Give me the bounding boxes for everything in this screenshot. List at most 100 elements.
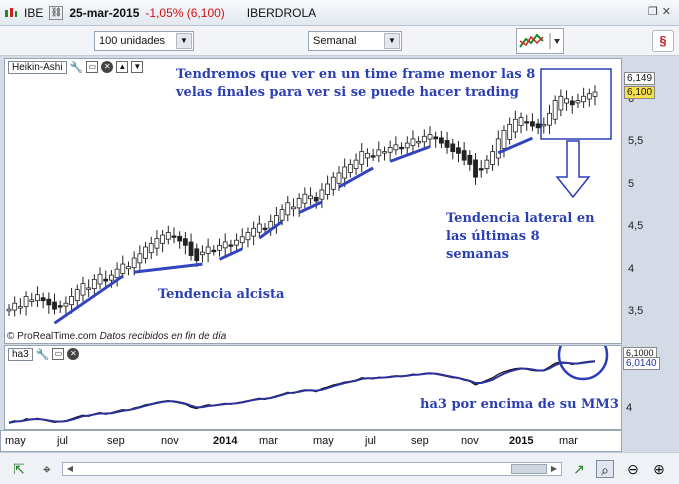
price-panel-header: Heikin-Ashi 🔧 ▭ ✕ ▲ ▼ (5, 59, 144, 75)
timeframe-value: Semanal (313, 35, 357, 47)
units-select[interactable]: 100 unidades ▼ (94, 31, 194, 51)
add-indicator-button[interactable] (516, 28, 564, 54)
move-down-icon[interactable]: ▼ (131, 61, 144, 73)
candle-body (382, 151, 387, 154)
candle-body (581, 95, 587, 103)
trend-line (338, 166, 374, 189)
instrument-name: IBERDROLA (246, 5, 317, 20)
price-panel[interactable]: Heikin-Ashi 🔧 ▭ ✕ ▲ ▼ © ProRealTime.com … (4, 58, 622, 344)
candle-body (507, 123, 513, 140)
candle-body (69, 296, 74, 306)
candle-body (165, 232, 171, 240)
x-axis-label: nov (161, 435, 179, 447)
candle-body (450, 143, 456, 153)
units-value: 100 unidades (99, 35, 166, 47)
candle-body (313, 196, 319, 202)
candle-body (484, 159, 490, 170)
wrench-icon[interactable]: 🔧 (69, 61, 84, 74)
candle-body (74, 289, 80, 301)
scroll-thumb[interactable] (511, 464, 547, 474)
zoom-fit-icon[interactable]: ⇱ (13, 461, 25, 477)
restore-icon[interactable]: ❐ (647, 6, 658, 18)
candle-body (6, 308, 12, 312)
candle-body (205, 246, 211, 254)
ha3-mm3-line (8, 360, 596, 424)
scrollbar[interactable]: ◀ ▶ (62, 462, 562, 476)
indicator-y-tick: 4 (626, 402, 633, 414)
cursor-icon[interactable]: ⌖ (43, 461, 51, 477)
close-icon[interactable]: ✕ (67, 348, 80, 360)
x-axis-label: nov (461, 435, 479, 447)
candle-body (456, 147, 461, 154)
candle-body (143, 246, 148, 259)
refresh-icon[interactable]: § (652, 30, 674, 52)
window-icon[interactable]: ▭ (52, 348, 65, 360)
timeframe-select[interactable]: Semanal ▼ (308, 31, 402, 51)
annotation-uptrend: Tendencia alcista (158, 287, 285, 302)
candle-body (461, 150, 467, 161)
data-note: Datos recibidos en fin de día (99, 331, 227, 342)
candle-body (336, 172, 342, 184)
candle-body (518, 117, 524, 126)
candle-body (478, 168, 484, 171)
zoom-in-icon[interactable]: ⊕ (653, 461, 665, 477)
move-up-icon[interactable]: ▲ (116, 61, 129, 73)
indicator-name[interactable]: Heikin-Ashi (8, 60, 67, 74)
candle-body (182, 238, 188, 246)
x-axis-label: sep (107, 435, 125, 447)
chart-type-icon[interactable] (4, 6, 18, 20)
x-axis-label: 2014 (213, 435, 238, 447)
window-icon[interactable]: ▭ (86, 61, 99, 73)
candle-body (148, 243, 154, 254)
candle-body (194, 248, 200, 262)
candle-body (40, 297, 46, 302)
candle-body (330, 176, 336, 190)
x-axis-label: 2015 (509, 435, 534, 447)
zoom-out-icon[interactable]: ⊖ (627, 461, 639, 477)
wrench-icon[interactable]: 🔧 (35, 348, 50, 361)
copyright-text: © ProRealTime.com (7, 331, 97, 342)
indicator-panel-header: ha3 🔧 ▭ ✕ (5, 346, 80, 362)
trend-line (298, 200, 323, 214)
x-axis-label: jul (365, 435, 377, 447)
indicator-name[interactable]: ha3 (8, 347, 33, 361)
candle-body (46, 298, 52, 306)
scroll-left-icon[interactable]: ◀ (66, 464, 74, 473)
candle-body (586, 93, 592, 100)
candle-body (256, 223, 262, 233)
candle-body (103, 278, 109, 282)
chevron-down-icon[interactable]: ▼ (176, 33, 192, 49)
candle-body (35, 294, 40, 302)
zoom-area-icon[interactable]: ⌕ (596, 460, 614, 478)
link-icon[interactable]: ⛓ (49, 5, 64, 20)
candle-body (325, 183, 331, 195)
candle-body (376, 149, 382, 157)
candle-body (530, 121, 535, 127)
candle-body (177, 235, 183, 242)
ticker-symbol: IBE (24, 5, 44, 20)
candle-body (109, 274, 114, 281)
x-axis-label: mar (259, 435, 278, 447)
close-icon[interactable]: ✕ (101, 61, 114, 73)
trend-line (497, 136, 534, 155)
candle-body (404, 142, 410, 149)
candle-body (217, 244, 222, 251)
chart-icon[interactable]: ↗ (573, 461, 585, 477)
close-window-icon[interactable]: ✕ (661, 6, 671, 18)
candle-body (160, 234, 166, 244)
candle-body (154, 238, 160, 249)
indicator-panel[interactable]: ha3 🔧 ▭ ✕ (4, 345, 622, 430)
candle-body (86, 287, 92, 290)
indicator-chart (8, 346, 609, 424)
candle-body (359, 151, 365, 165)
candle-body (319, 189, 325, 200)
candle-body (501, 129, 507, 149)
scroll-right-icon[interactable]: ▶ (550, 464, 558, 473)
chevron-down-icon[interactable]: ▼ (384, 33, 400, 49)
change-label: -1,05% (6,100) (145, 5, 225, 20)
x-axis-label: jul (57, 435, 69, 447)
candle-body (91, 278, 97, 290)
annotation-ha3: ha3 por encima de su MM3 (420, 397, 619, 412)
candle-body (296, 198, 302, 209)
candle-body (291, 206, 296, 210)
